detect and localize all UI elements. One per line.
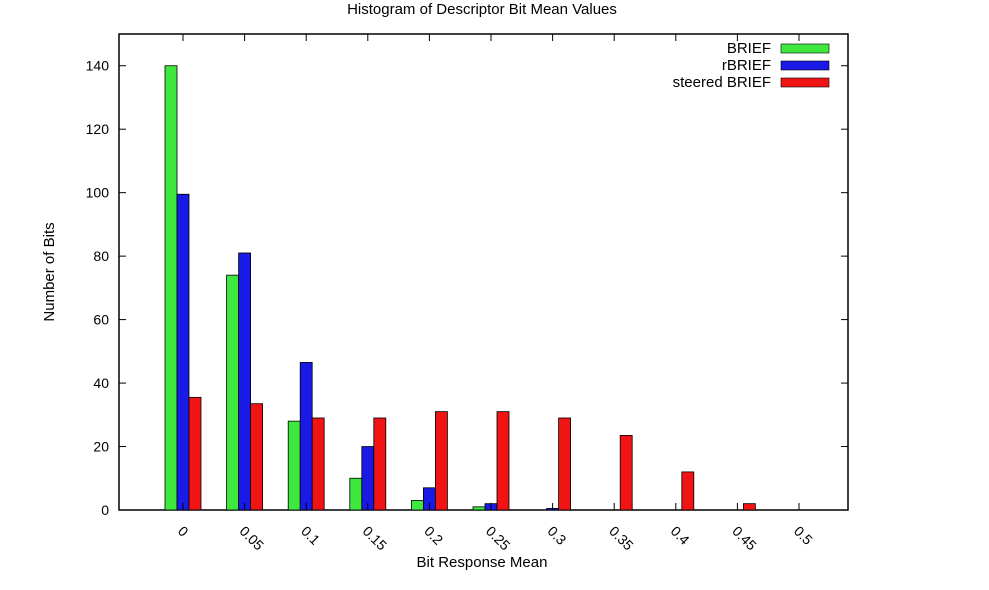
legend-label-brief: BRIEF: [727, 40, 771, 57]
bar-brief-4: [410, 500, 424, 511]
y-tick-label: 80: [93, 248, 109, 264]
bar-rbrief-1: [238, 252, 252, 511]
legend-label-rbrief: rBRIEF: [722, 57, 771, 74]
bar-steered-brief-4: [434, 411, 448, 511]
legend-swatch-steered-brief: [780, 77, 830, 88]
y-tick-label: 0: [101, 502, 109, 518]
y-axis-ticks: 0 20 40 60 80 100 120 140: [86, 58, 848, 518]
bar-steered-brief-0: [188, 396, 202, 511]
x-tick-label: 0.2: [421, 523, 446, 548]
bar-rbrief-0: [176, 193, 190, 511]
x-tick-label: 0.05: [236, 523, 267, 554]
bar-brief-5: [472, 506, 486, 511]
bar-steered-brief-6: [558, 417, 571, 511]
y-axis-label: Number of Bits: [41, 222, 58, 321]
bar-steered-brief-5: [496, 411, 510, 511]
y-tick-label: 20: [93, 439, 109, 455]
chart-title: Histogram of Descriptor Bit Mean Values: [347, 1, 617, 18]
x-tick-label: 0.25: [483, 523, 514, 554]
bar-rbrief-2: [299, 362, 313, 511]
bars-layer: [164, 65, 756, 511]
legend-swatch-brief: [780, 43, 830, 54]
y-tick-label: 140: [86, 58, 110, 74]
x-tick-label: 0.1: [298, 523, 323, 548]
x-axis-ticks: 0 0.05 0.1 0.15 0.2 0.25 0.3 0.35 0.4 0.45 0.5: [175, 34, 816, 554]
bar-steered-brief-1: [250, 403, 264, 511]
x-tick-label: 0.35: [606, 523, 637, 554]
x-tick-label: 0.15: [360, 523, 391, 554]
bar-steered-brief-2: [311, 417, 325, 511]
x-tick-label: 0.4: [668, 523, 693, 548]
y-tick-label: 100: [86, 185, 110, 201]
x-tick-label: 0.3: [544, 523, 569, 548]
bar-steered-brief-9: [743, 503, 756, 511]
x-tick-label: 0.45: [729, 523, 760, 554]
bar-steered-brief-3: [373, 417, 387, 511]
x-tick-label: 0: [175, 523, 192, 540]
bar-steered-brief-7: [619, 435, 633, 511]
bar-brief-3: [349, 477, 363, 511]
legend-swatch-rbrief: [780, 60, 830, 71]
y-tick-label: 40: [93, 375, 109, 391]
y-tick-label: 120: [86, 121, 110, 137]
y-tick-label: 60: [93, 312, 109, 328]
bar-rbrief-3: [361, 446, 375, 511]
bar-steered-brief-8: [681, 471, 695, 511]
bar-brief-2: [287, 420, 301, 511]
bar-brief-1: [226, 274, 240, 511]
legend-label-steered-brief: steered BRIEF: [673, 74, 771, 91]
bar-brief-0: [164, 65, 178, 511]
x-axis-label: Bit Response Mean: [417, 554, 548, 571]
x-tick-label: 0.5: [791, 523, 816, 548]
